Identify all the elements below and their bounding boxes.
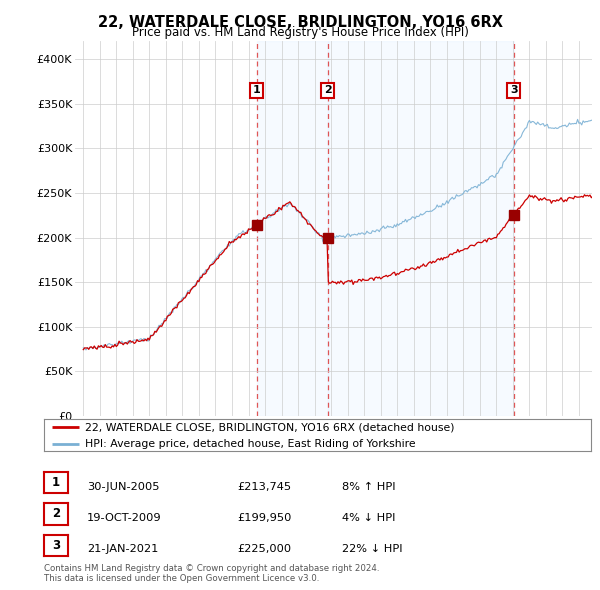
Text: 21-JAN-2021: 21-JAN-2021 xyxy=(87,545,158,554)
Text: 30-JUN-2005: 30-JUN-2005 xyxy=(87,482,160,491)
Text: 8% ↑ HPI: 8% ↑ HPI xyxy=(342,482,395,491)
Text: Price paid vs. HM Land Registry's House Price Index (HPI): Price paid vs. HM Land Registry's House … xyxy=(131,26,469,39)
Text: 1: 1 xyxy=(52,476,60,489)
Text: 2: 2 xyxy=(52,507,60,520)
Text: £199,950: £199,950 xyxy=(237,513,292,523)
Bar xyxy=(257,41,328,416)
Text: 2: 2 xyxy=(324,86,332,96)
Text: 3: 3 xyxy=(510,86,518,96)
Text: 22, WATERDALE CLOSE, BRIDLINGTON, YO16 6RX (detached house): 22, WATERDALE CLOSE, BRIDLINGTON, YO16 6… xyxy=(85,422,454,432)
Text: 22, WATERDALE CLOSE, BRIDLINGTON, YO16 6RX: 22, WATERDALE CLOSE, BRIDLINGTON, YO16 6… xyxy=(97,15,503,30)
Text: 1: 1 xyxy=(253,86,260,96)
Text: HPI: Average price, detached house, East Riding of Yorkshire: HPI: Average price, detached house, East… xyxy=(85,439,415,449)
Text: 3: 3 xyxy=(52,539,60,552)
Text: 22% ↓ HPI: 22% ↓ HPI xyxy=(342,545,403,554)
Text: Contains HM Land Registry data © Crown copyright and database right 2024.
This d: Contains HM Land Registry data © Crown c… xyxy=(44,563,379,583)
Text: £225,000: £225,000 xyxy=(237,545,291,554)
Text: £213,745: £213,745 xyxy=(237,482,291,491)
Text: 4% ↓ HPI: 4% ↓ HPI xyxy=(342,513,395,523)
Text: 19-OCT-2009: 19-OCT-2009 xyxy=(87,513,161,523)
Bar xyxy=(328,41,514,416)
